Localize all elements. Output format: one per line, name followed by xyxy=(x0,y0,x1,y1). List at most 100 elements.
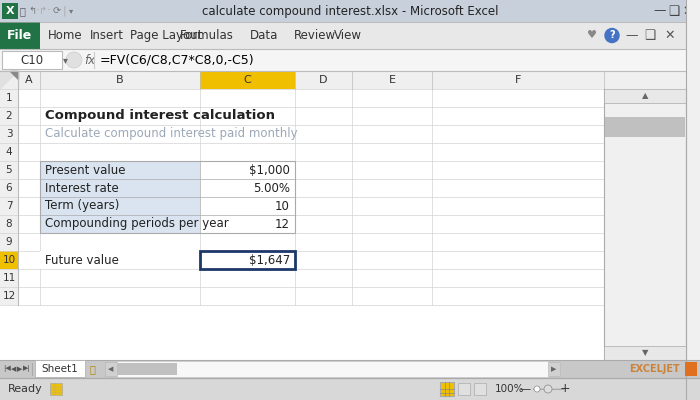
Bar xyxy=(2,51,62,69)
Bar xyxy=(0,360,700,378)
Text: Page Layout: Page Layout xyxy=(130,29,202,42)
Bar xyxy=(18,251,604,269)
Text: ✕: ✕ xyxy=(682,4,693,18)
Circle shape xyxy=(605,28,619,42)
Bar xyxy=(0,71,700,89)
Bar xyxy=(0,161,18,179)
Bar xyxy=(0,269,18,287)
Bar xyxy=(18,197,604,215)
Bar xyxy=(40,215,200,233)
Bar xyxy=(40,197,200,215)
Bar xyxy=(458,383,470,395)
Bar xyxy=(0,89,18,107)
Bar xyxy=(117,363,177,375)
Bar xyxy=(0,0,700,22)
Text: ▲: ▲ xyxy=(642,92,648,100)
Text: ❑: ❑ xyxy=(668,4,680,18)
Text: Sheet1: Sheet1 xyxy=(41,364,78,374)
Text: $1,000: $1,000 xyxy=(249,164,290,176)
Text: File: File xyxy=(8,29,33,42)
Text: ◀: ◀ xyxy=(11,366,17,372)
Bar xyxy=(200,179,295,197)
Text: 4: 4 xyxy=(6,147,13,157)
Text: ▶: ▶ xyxy=(18,366,22,372)
Text: —: — xyxy=(654,4,666,18)
Text: C10: C10 xyxy=(20,54,43,66)
Text: |: | xyxy=(62,6,66,16)
Text: C: C xyxy=(244,75,251,85)
Bar xyxy=(0,251,18,269)
Bar xyxy=(200,251,295,269)
Text: Term (years): Term (years) xyxy=(45,200,120,212)
Bar xyxy=(18,233,604,251)
Bar xyxy=(18,89,604,107)
Bar xyxy=(0,22,40,49)
Bar xyxy=(40,179,200,197)
Bar xyxy=(200,197,295,215)
Bar xyxy=(18,215,604,233)
Bar xyxy=(200,215,295,233)
Text: Interest rate: Interest rate xyxy=(45,182,119,194)
Bar xyxy=(40,161,295,233)
Text: A: A xyxy=(25,75,33,85)
Bar xyxy=(200,71,295,89)
Text: 9: 9 xyxy=(6,237,13,247)
Text: ▾: ▾ xyxy=(62,55,67,65)
Bar xyxy=(686,0,700,400)
Text: View: View xyxy=(334,29,362,42)
Text: ?: ? xyxy=(609,30,615,40)
Bar xyxy=(474,383,486,395)
Text: 1: 1 xyxy=(6,93,13,103)
Text: F: F xyxy=(514,75,522,85)
Text: 5.00%: 5.00% xyxy=(253,182,290,194)
Text: Data: Data xyxy=(250,29,279,42)
Text: Ready: Ready xyxy=(8,384,43,394)
Circle shape xyxy=(544,385,552,393)
Bar xyxy=(40,251,200,269)
Text: Insert: Insert xyxy=(90,29,124,42)
Text: EXCELJET: EXCELJET xyxy=(629,364,680,374)
Text: 6: 6 xyxy=(6,183,13,193)
Bar xyxy=(0,215,18,233)
Text: ♥: ♥ xyxy=(587,30,597,40)
Bar xyxy=(105,362,117,376)
Bar xyxy=(605,117,685,137)
Text: $1,647: $1,647 xyxy=(248,254,290,266)
Bar xyxy=(0,233,18,251)
Bar xyxy=(604,346,686,360)
Text: Formulas: Formulas xyxy=(180,29,234,42)
Bar xyxy=(40,161,200,179)
Text: —: — xyxy=(519,384,531,394)
Bar xyxy=(0,89,700,360)
Text: E: E xyxy=(389,75,396,85)
Text: Compound interest calculation: Compound interest calculation xyxy=(45,110,275,122)
Bar xyxy=(18,161,604,179)
Bar xyxy=(0,287,18,305)
Text: ·: · xyxy=(36,4,40,18)
Bar xyxy=(686,49,700,71)
Bar xyxy=(200,161,295,179)
Bar xyxy=(0,22,700,49)
Bar xyxy=(0,107,18,125)
Text: Future value: Future value xyxy=(45,254,119,266)
Text: |◀: |◀ xyxy=(3,366,11,372)
Text: ▾: ▾ xyxy=(69,6,73,16)
Bar xyxy=(0,179,18,197)
Text: fx: fx xyxy=(84,54,95,66)
Bar xyxy=(0,125,18,143)
Bar xyxy=(117,362,548,376)
Text: 🖫: 🖫 xyxy=(19,6,25,16)
Text: Calculate compound interest paid monthly: Calculate compound interest paid monthly xyxy=(45,128,298,140)
Text: ▶|: ▶| xyxy=(23,366,31,372)
Text: 12: 12 xyxy=(275,218,290,230)
Text: 12: 12 xyxy=(2,291,15,301)
Bar xyxy=(2,3,18,19)
Bar xyxy=(18,143,604,161)
Text: ↰: ↰ xyxy=(28,6,36,16)
Bar xyxy=(0,49,700,71)
Text: 10: 10 xyxy=(2,255,15,265)
Text: ⟳: ⟳ xyxy=(53,6,61,16)
Bar xyxy=(440,382,454,396)
Bar xyxy=(200,251,295,269)
Polygon shape xyxy=(0,71,18,89)
